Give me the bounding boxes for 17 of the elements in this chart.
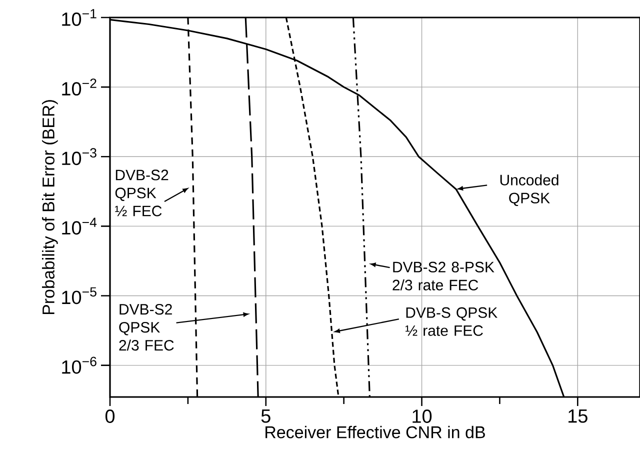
annotation: DVB-S2 QPSK ½ FEC bbox=[115, 170, 168, 216]
y-tick-label: 10$^{−2}$ bbox=[62, 78, 96, 96]
x-tick-label: 15 bbox=[568, 409, 588, 423]
y-tick-label: 10$^{−6}$ bbox=[62, 356, 96, 374]
x-tick-label: 5 bbox=[261, 409, 270, 423]
y-tick-label: 10$^{−1}$ bbox=[62, 9, 96, 26]
annotation: Uncoded QPSK bbox=[500, 174, 558, 206]
y-tick-label: 10$^{−5}$ bbox=[62, 287, 96, 304]
y-axis-title: Probability of Bit Error (BER) bbox=[42, 100, 58, 314]
annotation: DVB-S2 8-PSK 2/3 rate FEC bbox=[392, 262, 494, 290]
x-axis-title: Receiver Effective CNR in dB bbox=[266, 426, 485, 438]
y-tick-label: 10$^{−3}$ bbox=[62, 148, 96, 166]
x-tick-label: 10 bbox=[412, 410, 432, 423]
annotation: DVB-S2 QPSK 2/3 FEC bbox=[119, 304, 174, 351]
y-tick-label: 10$^{−4}$ bbox=[62, 218, 97, 235]
annotation: DVB-S QPSK ½ rate FEC bbox=[406, 307, 498, 336]
x-tick-label: 0 bbox=[105, 410, 115, 423]
